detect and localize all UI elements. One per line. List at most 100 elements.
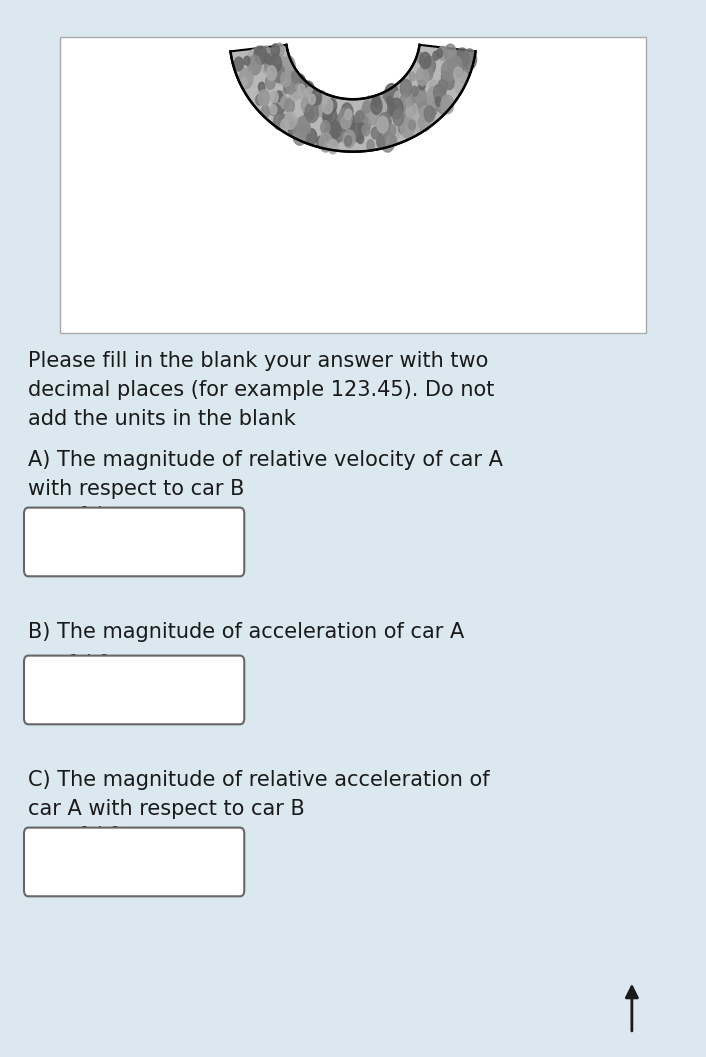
Circle shape (376, 117, 382, 127)
Circle shape (378, 120, 389, 137)
Circle shape (330, 122, 341, 138)
Circle shape (258, 90, 269, 107)
Circle shape (351, 124, 363, 142)
Circle shape (273, 96, 285, 114)
Circle shape (287, 71, 294, 82)
Circle shape (362, 125, 370, 136)
Text: ft/s=: ft/s= (72, 506, 129, 526)
Circle shape (276, 91, 285, 105)
Circle shape (309, 94, 316, 105)
Circle shape (314, 92, 323, 105)
Text: ft/s²=: ft/s²= (61, 654, 126, 674)
Circle shape (401, 103, 412, 119)
Circle shape (414, 118, 424, 132)
Circle shape (377, 116, 388, 133)
Circle shape (307, 97, 313, 107)
Circle shape (284, 85, 289, 93)
Circle shape (418, 101, 426, 115)
Circle shape (239, 68, 253, 89)
Circle shape (363, 101, 371, 113)
Circle shape (304, 124, 311, 133)
Circle shape (299, 115, 310, 132)
Circle shape (406, 98, 412, 107)
Circle shape (419, 113, 431, 131)
Circle shape (403, 100, 412, 113)
Circle shape (328, 98, 337, 112)
Circle shape (261, 106, 270, 117)
Text: Please fill in the blank your answer with two
decimal places (for example 123.45: Please fill in the blank your answer wit… (28, 351, 495, 428)
Circle shape (261, 47, 272, 63)
Circle shape (301, 98, 311, 112)
Circle shape (285, 112, 296, 129)
Circle shape (286, 81, 294, 94)
Circle shape (452, 56, 462, 72)
Circle shape (256, 95, 263, 105)
Circle shape (265, 75, 275, 89)
Circle shape (296, 87, 304, 98)
Circle shape (311, 90, 321, 106)
Circle shape (424, 67, 433, 80)
Circle shape (273, 113, 285, 130)
Circle shape (287, 64, 295, 77)
Circle shape (366, 96, 373, 106)
Circle shape (258, 88, 269, 105)
Circle shape (335, 114, 347, 131)
Circle shape (334, 127, 344, 142)
Circle shape (299, 123, 309, 138)
Text: ft/s²=: ft/s²= (72, 826, 138, 846)
Circle shape (313, 90, 321, 103)
Circle shape (459, 71, 467, 85)
Circle shape (428, 101, 437, 115)
Circle shape (281, 72, 291, 87)
Text: a: a (28, 654, 45, 678)
Text: a: a (28, 826, 45, 850)
Circle shape (265, 58, 277, 75)
Circle shape (297, 85, 305, 96)
Circle shape (383, 92, 390, 104)
Circle shape (448, 57, 458, 73)
Circle shape (328, 140, 337, 154)
Circle shape (412, 87, 418, 96)
Circle shape (441, 95, 454, 114)
Circle shape (436, 49, 443, 58)
Circle shape (271, 43, 280, 56)
Circle shape (387, 88, 393, 98)
Circle shape (459, 68, 468, 81)
Circle shape (276, 60, 289, 78)
Circle shape (433, 85, 445, 101)
Circle shape (275, 91, 282, 101)
Circle shape (385, 84, 398, 105)
Circle shape (264, 54, 270, 63)
Circle shape (305, 103, 318, 123)
Circle shape (280, 119, 289, 131)
Circle shape (357, 112, 367, 128)
Circle shape (267, 66, 277, 80)
Circle shape (402, 109, 412, 125)
Circle shape (393, 99, 399, 109)
Circle shape (261, 60, 270, 73)
Circle shape (390, 136, 397, 146)
Circle shape (444, 44, 456, 62)
Circle shape (455, 48, 469, 69)
Circle shape (234, 57, 244, 71)
Circle shape (424, 97, 437, 117)
Circle shape (424, 106, 435, 122)
Circle shape (304, 105, 313, 117)
Circle shape (345, 105, 353, 117)
Circle shape (282, 56, 295, 75)
Circle shape (323, 109, 332, 122)
Text: V: V (28, 506, 47, 530)
Circle shape (331, 136, 338, 146)
Circle shape (306, 109, 314, 120)
Circle shape (345, 135, 352, 146)
Circle shape (326, 100, 333, 112)
Circle shape (371, 98, 382, 114)
Circle shape (438, 47, 448, 60)
FancyBboxPatch shape (24, 655, 244, 724)
Circle shape (254, 47, 263, 59)
Circle shape (405, 123, 414, 137)
Circle shape (249, 50, 260, 66)
FancyBboxPatch shape (24, 507, 244, 576)
Circle shape (419, 79, 426, 90)
Circle shape (277, 55, 285, 67)
